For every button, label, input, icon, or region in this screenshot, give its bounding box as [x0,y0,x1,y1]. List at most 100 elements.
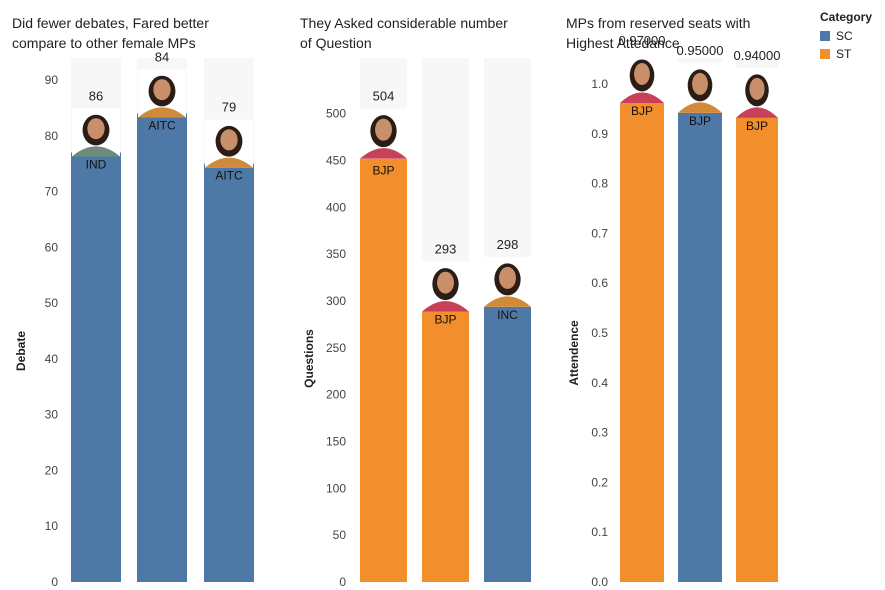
mp-photo [678,62,722,113]
bar [360,158,407,582]
y-tick-label: 90 [45,73,59,87]
chart-title-line: Did fewer debates, Fared better [12,15,209,31]
y-tick-label: 0.4 [591,376,608,390]
party-label: AITC [215,169,243,183]
y-tick-label: 0.1 [591,525,608,539]
y-tick-label: 50 [333,528,347,542]
photo-shoulders [620,92,664,103]
data-label: 0.97000 [619,33,666,48]
y-tick-label: 200 [326,388,346,402]
photo-shoulders [422,301,469,312]
y-tick-label: 300 [326,294,346,308]
chart-title-line: MPs from reserved seats with [566,15,750,31]
legend-item-sc: SC [820,27,872,45]
y-tick-label: 30 [45,408,59,422]
y-tick-label: 0.9 [591,127,608,141]
photo-shoulders [138,107,186,118]
photo-face [153,79,171,101]
y-tick-label: 0 [339,575,346,589]
mp-photo [360,108,407,159]
y-axis-label: Attendence [567,320,581,386]
y-tick-label: 0.7 [591,226,608,240]
mp-photo [736,67,778,118]
bar [484,302,531,582]
bar [620,98,664,582]
party-label: IND [86,158,107,172]
party-label: BJP [746,119,768,133]
mp-photo [484,256,531,307]
y-tick-label: 0.3 [591,426,608,440]
photo-shoulders [360,148,407,159]
legend-title: Category [820,10,873,24]
y-tick-label: 20 [45,463,59,477]
bar [422,307,469,582]
bar [137,113,187,582]
photo-face [692,72,708,95]
y-tick-label: 250 [326,341,346,355]
chart-title-line: compare to other female MPs [12,35,196,51]
y-tick-label: 60 [45,240,59,254]
y-tick-label: 70 [45,185,59,199]
y-tick-label: 50 [45,296,59,310]
legend-label-st: ST [836,47,852,61]
data-label: 84 [155,49,169,64]
y-tick-label: 0.6 [591,276,608,290]
y-tick-label: 150 [326,435,346,449]
y-tick-label: 10 [45,519,59,533]
party-label: BJP [434,313,456,327]
bar [71,152,121,582]
photo-face [87,118,105,140]
chart-panel-1: Did fewer debates, Fared better compare t… [12,15,254,589]
chart-panel-3: MPs from reserved seats with Highest Atte… [566,15,781,589]
data-label: 79 [222,100,236,115]
photo-shoulders [678,102,722,113]
y-tick-label: 1.0 [591,77,608,91]
y-tick-label: 0.2 [591,475,608,489]
y-tick-label: 0.0 [591,575,608,589]
legend: Category SC ST [820,10,872,63]
legend-label-sc: SC [836,29,853,43]
y-tick-label: 0 [51,575,58,589]
photo-face [375,118,392,141]
photo-face [499,266,516,289]
data-label: 293 [435,242,457,257]
legend-swatch-sc [820,31,830,41]
data-label: 0.95000 [677,43,724,58]
chart-title-line: of Question [300,35,372,51]
party-label: BJP [689,114,711,128]
mp-photo [72,108,120,157]
chart-title-line: They Asked considerable number [300,15,508,31]
bar [736,113,778,582]
y-tick-label: 400 [326,200,346,214]
mp-photo [620,52,664,103]
y-axis-label: Questions [302,329,316,388]
data-label: 504 [373,89,395,104]
party-label: INC [497,308,518,322]
y-tick-label: 100 [326,481,346,495]
photo-shoulders [205,157,253,168]
data-label: 86 [89,89,103,104]
bar [204,163,254,582]
party-label: BJP [372,164,394,178]
y-tick-label: 0.8 [591,177,608,191]
photo-face [634,62,650,85]
mp-photo [422,261,469,312]
y-tick-label: 40 [45,352,59,366]
y-tick-label: 500 [326,107,346,121]
photo-face [437,271,454,294]
party-label: AITC [148,118,176,132]
y-tick-label: 80 [45,129,59,143]
y-axis-label: Debate [14,331,28,371]
y-tick-label: 450 [326,154,346,168]
photo-face [749,77,765,100]
mp-photo [205,119,253,168]
chart-title-line: Highest Attedance [566,35,680,51]
legend-item-st: ST [820,45,872,63]
bar [678,108,722,583]
chart-panel-2: They Asked considerable number of Questio… [300,15,531,589]
data-label: 298 [497,237,519,252]
y-tick-label: 0.5 [591,326,608,340]
mp-photo [138,69,186,118]
photo-shoulders [484,296,531,307]
